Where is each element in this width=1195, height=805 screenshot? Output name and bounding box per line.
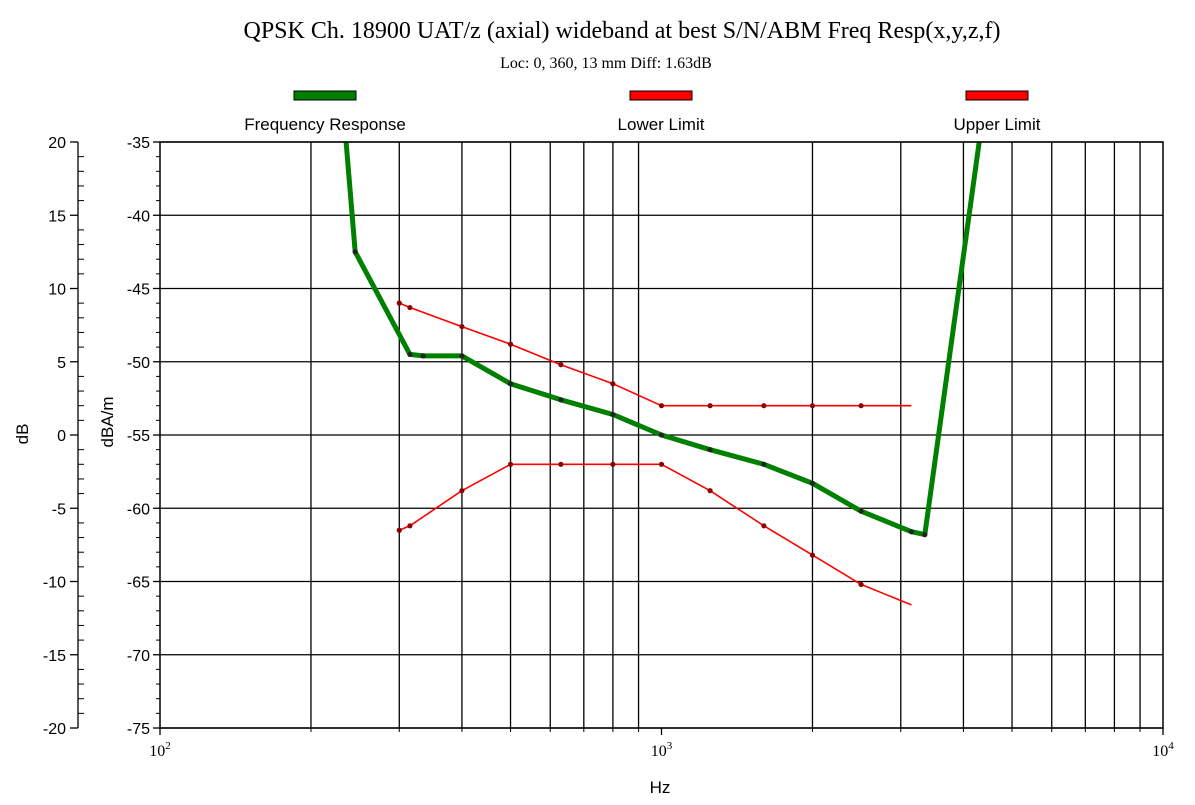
y-axis-label-left: dB [13,424,32,445]
legend-item-upper-limit: Upper Limit [954,90,1041,134]
upper-limit-point [858,403,864,409]
lower-limit-line [398,463,912,606]
legend-label: Frequency Response [244,115,406,134]
legend-label: Upper Limit [954,115,1041,134]
lower-limit-point [396,527,402,533]
legend-swatch [965,90,1029,101]
frequency-response-point [507,381,514,387]
legend-item-lower-limit: Lower Limit [618,90,705,134]
frequency-response-point [558,397,564,403]
frequency-response-point [420,353,426,359]
lower-limit-point [658,461,665,467]
y-tick-label-left: 10 [48,282,66,299]
frequency-response-point [809,480,816,486]
upper-limit-point [459,323,465,330]
axes: 20 15 10 5 0 -5 -10 -15 -20 -35 -40 -45 -50 -55 -60 -65… [43,135,1174,760]
y-tick-label-right: -35 [127,135,150,152]
chart-title: QPSK Ch. 18900 UAT/z (axial) wideband at… [243,18,1000,44]
y-tick-label-left: -15 [43,648,66,665]
x-tick-label: 103 [651,740,673,760]
lower-limit-point [459,488,465,494]
x-axis-label: Hz [650,778,671,797]
y-tick-label-left: -5 [52,501,66,518]
y-tick-label-left: 5 [57,355,66,372]
y-tick-label-left: 20 [48,135,66,152]
frequency-response-point [761,461,767,467]
lower-limit-point [809,552,816,558]
lower-limit-point [761,523,767,529]
lower-limit-point [610,461,616,467]
y-axis-label-right: dBA/m [98,396,117,447]
y-tick-label-left: -10 [43,575,66,592]
frequency-response-point [352,249,358,255]
upper-limit-point [658,403,665,409]
lower-limit-point [858,581,864,588]
upper-limit-point [507,341,514,347]
upper-limit-point [707,403,713,409]
upper-limit-point [396,300,402,306]
lower-limit-point [558,461,564,467]
y-tick-label-left: 15 [48,208,66,225]
frequency-response-point [922,532,928,538]
legend-swatch [629,90,693,101]
y-tick-label-left: 0 [57,428,66,445]
grid [160,141,1163,729]
x-tick-label: 104 [1152,740,1174,760]
frequency-response-point [858,508,864,514]
upper-limit-point [610,381,616,387]
x-tick-label: 102 [149,740,171,760]
upper-limit-point [761,403,767,409]
y-tick-label-left: -20 [43,721,66,738]
legend: Frequency Response Lower Limit Upper Limit [244,90,1041,134]
upper-limit-line [398,302,912,407]
series-layer [343,141,982,606]
frequency-response-line [343,141,982,538]
frequency-response-point [407,351,413,358]
upper-limit-point [558,362,564,368]
y-tick-label-right: -40 [127,208,150,225]
lower-limit-point [407,523,413,529]
lower-limit-point [707,488,713,494]
upper-limit-point [407,304,413,311]
frequency-response-point [707,447,713,453]
frequency-response-point [610,411,616,418]
y-tick-label-right: -75 [127,721,150,738]
y-tick-label-right: -45 [127,282,150,299]
frequency-response-point [459,353,465,359]
y-tick-label-right: -70 [127,648,150,665]
legend-label: Lower Limit [618,115,705,134]
y-tick-label-right: -65 [127,575,150,592]
lower-limit-point [507,461,514,467]
upper-limit-point [809,403,816,409]
frequency-response-point [908,529,915,535]
y-tick-label-right: -50 [127,355,150,372]
y-tick-label-right: -55 [127,428,150,445]
chart-subtitle: Loc: 0, 360, 13 mm Diff: 1.63dB [500,55,712,72]
frequency-response-point [658,432,665,438]
y-tick-label-right: -60 [127,501,150,518]
legend-swatch [293,90,357,101]
legend-item-frequency-response: Frequency Response [244,90,406,134]
